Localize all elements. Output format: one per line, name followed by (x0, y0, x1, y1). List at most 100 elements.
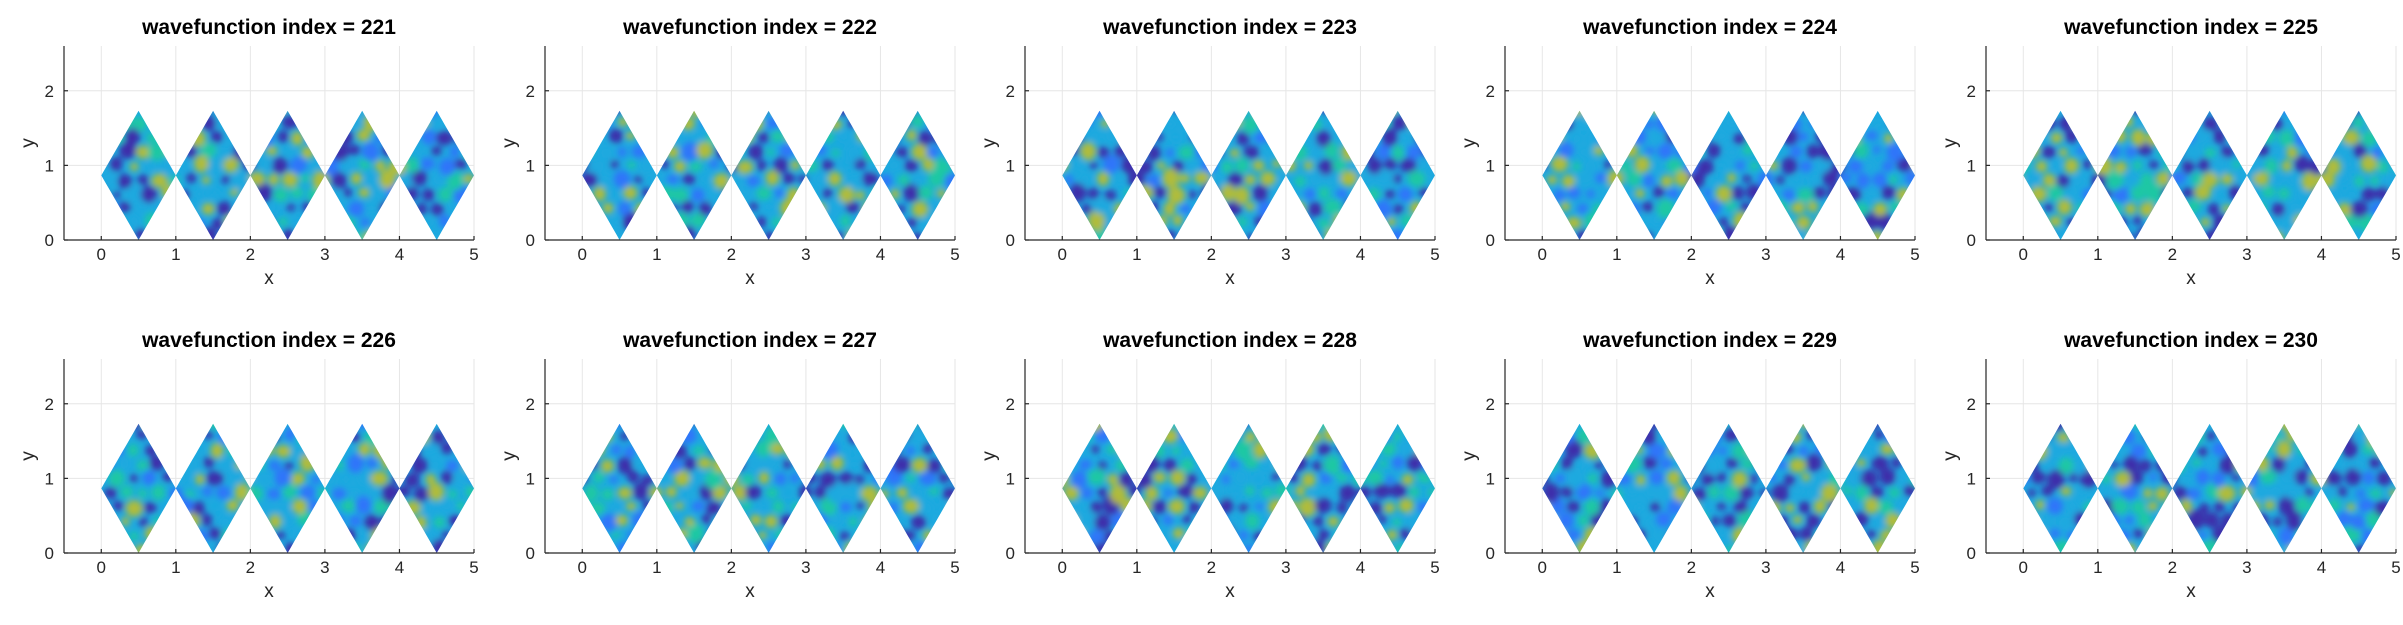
amplitude-blob (2278, 423, 2294, 431)
amplitude-blob (1314, 497, 1332, 514)
amplitude-blob (1201, 70, 1217, 87)
amplitude-blob (774, 74, 784, 84)
amplitude-blob (1399, 73, 1415, 87)
amplitude-blob (2256, 543, 2267, 552)
amplitude-blob (600, 459, 615, 473)
amplitude-blob (1275, 60, 1290, 73)
amplitude-blob (2057, 199, 2072, 215)
amplitude-blob (89, 515, 98, 524)
amplitude-blob (1536, 423, 1546, 428)
y-tick-label: 0 (1006, 231, 1015, 250)
amplitude-blob (149, 454, 165, 471)
amplitude-blob (649, 543, 661, 553)
amplitude-blob (210, 104, 219, 111)
amplitude-blob (168, 428, 185, 443)
amplitude-blob (855, 190, 865, 200)
amplitude-blob (1595, 370, 1609, 385)
amplitude-blob (641, 188, 653, 198)
amplitude-blob (2113, 128, 2127, 143)
amplitude-blob (944, 173, 955, 189)
x-tick-label: 2 (246, 245, 255, 264)
amplitude-blob (1031, 453, 1048, 473)
amplitude-blob (1830, 72, 1845, 87)
amplitude-blob (168, 175, 180, 188)
amplitude-blob (1758, 145, 1770, 154)
amplitude-blob (356, 128, 371, 142)
amplitude-blob (918, 185, 934, 200)
amplitude-blob (1986, 423, 1997, 428)
amplitude-blob (836, 386, 850, 402)
amplitude-blob (909, 57, 926, 74)
amplitude-blob (1038, 71, 1056, 90)
amplitude-blob (889, 45, 901, 59)
amplitude-blob (2142, 64, 2150, 73)
amplitude-blob (244, 473, 253, 481)
amplitude-blob (1417, 423, 1430, 430)
amplitude-blob (2327, 423, 2339, 427)
amplitude-blob (2209, 63, 2218, 70)
amplitude-blob (877, 425, 895, 445)
amplitude-blob (905, 446, 915, 456)
amplitude-blob (562, 423, 573, 427)
amplitude-blob (248, 171, 266, 186)
amplitude-blob (1732, 386, 1749, 401)
amplitude-blob (2165, 501, 2175, 511)
amplitude-blob (234, 461, 244, 470)
amplitude-blob (1633, 502, 1645, 514)
amplitude-blob (1376, 143, 1391, 160)
amplitude-blob (1773, 147, 1784, 156)
amplitude-blob (1309, 118, 1322, 131)
amplitude-blob (549, 399, 564, 417)
amplitude-blob (1666, 188, 1680, 200)
amplitude-blob (757, 501, 766, 511)
amplitude-blob (1332, 157, 1347, 173)
amplitude-blob (1203, 470, 1216, 484)
amplitude-blob (1274, 483, 1291, 498)
amplitude-blob (181, 202, 198, 216)
amplitude-blob (2343, 423, 2358, 429)
amplitude-blob (856, 447, 865, 455)
amplitude-blob (808, 187, 819, 197)
amplitude-blob (910, 514, 927, 530)
amplitude-blob (1430, 110, 1435, 119)
amplitude-blob (1766, 390, 1774, 399)
amplitude-blob (1345, 61, 1355, 72)
x-tick-label: 2 (1687, 245, 1696, 264)
amplitude-blob (1318, 186, 1330, 200)
amplitude-blob (1667, 530, 1679, 542)
amplitude-blob (2047, 469, 2065, 490)
amplitude-blob (126, 423, 143, 429)
amplitude-blob (1985, 72, 1998, 87)
amplitude-blob (1659, 370, 1675, 386)
amplitude-blob (1505, 423, 1515, 428)
amplitude-blob (705, 423, 721, 429)
amplitude-blob (78, 530, 88, 541)
amplitude-blob (1187, 110, 1197, 113)
amplitude-blob (1667, 360, 1678, 370)
amplitude-blob (1753, 510, 1771, 528)
amplitude-blob (1505, 187, 1517, 199)
amplitude-blob (281, 114, 299, 129)
amplitude-blob (855, 387, 867, 397)
amplitude-blob (2313, 444, 2322, 453)
amplitude-blob (291, 498, 308, 515)
x-tick-label: 4 (1356, 558, 1365, 577)
amplitude-blob (1178, 428, 1190, 442)
x-tick-label: 1 (171, 245, 180, 264)
amplitude-blob (576, 215, 590, 229)
amplitude-blob (2320, 513, 2335, 531)
amplitude-blob (1723, 372, 1739, 387)
amplitude-blob (1826, 202, 1836, 211)
amplitude-blob (72, 202, 82, 210)
amplitude-blob (1378, 459, 1388, 468)
amplitude-blob (228, 75, 240, 88)
amplitude-blob (2336, 511, 2352, 528)
amplitude-blob (2001, 190, 2011, 199)
amplitude-blob (306, 442, 324, 458)
amplitude-blob (236, 403, 247, 414)
amplitude-blob (1213, 201, 1224, 213)
x-tick-label: 3 (1761, 245, 1770, 264)
amplitude-blob (2337, 202, 2352, 217)
amplitude-blob (2033, 529, 2047, 544)
x-tick-label: 5 (1430, 558, 1439, 577)
